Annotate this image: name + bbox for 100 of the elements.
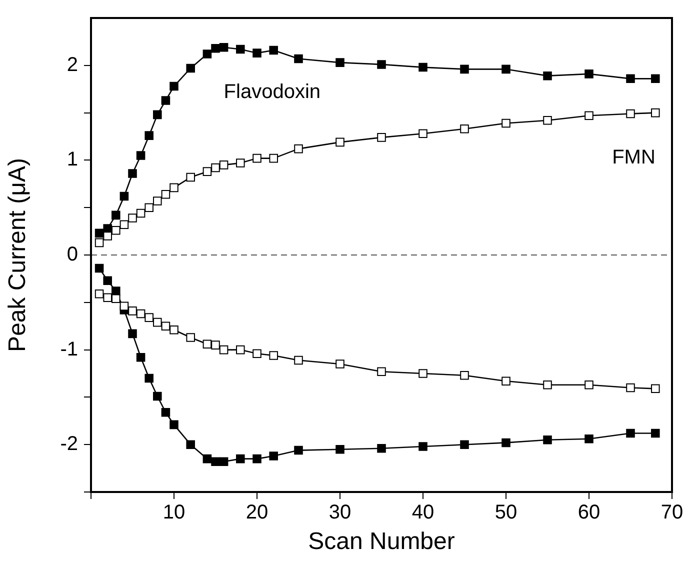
- point: [418, 369, 428, 378]
- y-tick-label: -2: [60, 433, 78, 456]
- point: [161, 190, 170, 199]
- point: [170, 420, 178, 430]
- point: [584, 380, 594, 390]
- point: [377, 444, 386, 453]
- point: [128, 329, 137, 338]
- point: [219, 457, 228, 466]
- point: [161, 408, 170, 417]
- point: [252, 454, 262, 464]
- point: [211, 163, 220, 172]
- point: [543, 71, 552, 80]
- point: [128, 169, 137, 178]
- point: [136, 309, 146, 318]
- series-label: Flavodoxin: [224, 80, 321, 103]
- point: [418, 442, 428, 451]
- point: [186, 64, 195, 73]
- point: [294, 446, 303, 455]
- x-tick-label: 70: [660, 502, 684, 524]
- point: [202, 454, 212, 464]
- point: [103, 276, 112, 285]
- point: [543, 380, 552, 390]
- point: [236, 345, 245, 354]
- point: [170, 326, 178, 334]
- point: [94, 264, 104, 273]
- point: [136, 151, 146, 160]
- point: [460, 124, 469, 134]
- point: [120, 192, 129, 201]
- point: [502, 118, 510, 128]
- point: [186, 172, 195, 182]
- point: [336, 138, 344, 147]
- point: [626, 428, 635, 438]
- x-tick-label: 20: [246, 502, 268, 524]
- point: [502, 64, 510, 74]
- point: [626, 109, 635, 118]
- y-axis-title: Peak Current (μA): [4, 158, 32, 352]
- point: [136, 352, 146, 362]
- point: [651, 384, 660, 394]
- point: [651, 108, 660, 118]
- point: [584, 111, 594, 120]
- point: [252, 349, 262, 358]
- point: [336, 444, 344, 454]
- x-tick-label: 10: [162, 502, 186, 524]
- point: [418, 62, 428, 72]
- point: [144, 374, 154, 383]
- point: [144, 131, 154, 140]
- point: [219, 43, 228, 52]
- point: [153, 392, 162, 401]
- point: [377, 60, 386, 69]
- point: [128, 214, 137, 222]
- point: [112, 294, 120, 303]
- point: [294, 54, 303, 64]
- point: [252, 154, 262, 163]
- point: [153, 196, 162, 206]
- point: [144, 313, 154, 322]
- point: [103, 293, 112, 302]
- point: [502, 438, 510, 448]
- point: [120, 220, 129, 230]
- point: [460, 371, 469, 380]
- point: [294, 144, 303, 154]
- point: [186, 333, 195, 342]
- x-tick-label: 50: [494, 502, 518, 524]
- x-tick-label: 40: [412, 502, 434, 524]
- y-tick-label: 2: [66, 54, 78, 76]
- point: [269, 452, 278, 460]
- point: [153, 110, 162, 120]
- point: [294, 356, 303, 365]
- point: [112, 226, 120, 235]
- point: [543, 435, 552, 444]
- point: [94, 289, 104, 298]
- point: [584, 434, 594, 444]
- point: [219, 345, 228, 354]
- y-tick-label: -1: [60, 338, 78, 360]
- point: [460, 64, 469, 74]
- point: [236, 454, 245, 464]
- point: [543, 116, 552, 125]
- point: [120, 302, 129, 311]
- point: [651, 428, 660, 438]
- point: [219, 160, 228, 170]
- point: [626, 74, 635, 84]
- point: [161, 96, 170, 105]
- point: [377, 367, 386, 376]
- point: [211, 44, 220, 53]
- point: [144, 203, 154, 212]
- point: [128, 306, 137, 316]
- point: [170, 82, 178, 91]
- point: [269, 154, 278, 163]
- point: [211, 457, 220, 466]
- point: [211, 340, 220, 350]
- point: [651, 74, 660, 84]
- point: [269, 351, 278, 360]
- point: [336, 58, 344, 67]
- point: [170, 183, 178, 192]
- point: [236, 44, 245, 54]
- point: [136, 208, 146, 218]
- point: [186, 440, 195, 449]
- point: [626, 383, 635, 392]
- point: [236, 158, 245, 168]
- point: [153, 318, 162, 327]
- x-tick-label: 60: [578, 502, 600, 524]
